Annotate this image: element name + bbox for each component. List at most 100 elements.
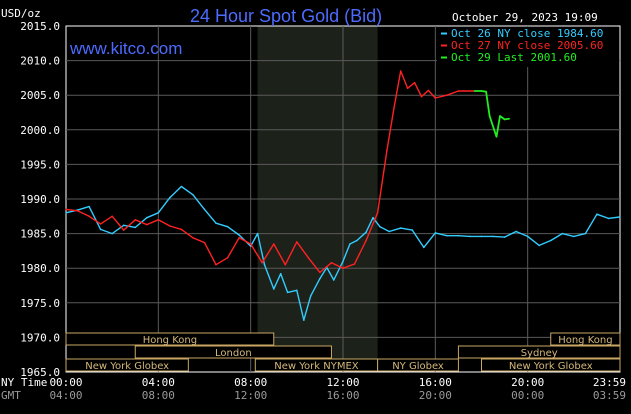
session-label: New York Globex xyxy=(85,361,169,372)
data-point xyxy=(607,217,610,220)
data-point xyxy=(279,272,282,275)
y-tick-label: 2000.0 xyxy=(20,124,60,137)
data-point xyxy=(503,118,506,121)
data-point xyxy=(65,208,67,211)
x-tick-gmt: 08:00 xyxy=(142,389,175,402)
x-tick-gmt: 03:59 xyxy=(593,389,626,402)
data-point xyxy=(238,234,240,236)
data-point xyxy=(423,246,425,249)
data-point xyxy=(596,213,598,215)
timestamp: October 29, 2023 19:09 xyxy=(452,11,598,24)
data-point xyxy=(296,289,298,292)
x-tick-ny: 04:00 xyxy=(142,376,175,389)
data-point xyxy=(65,212,67,214)
data-point xyxy=(122,224,125,227)
data-point xyxy=(503,236,506,238)
data-point xyxy=(499,115,501,117)
data-point xyxy=(192,194,194,196)
y-tick-label: 1980.0 xyxy=(20,262,60,275)
data-point xyxy=(495,135,498,138)
y-tick-label: 1970.0 xyxy=(20,331,60,344)
data-point xyxy=(134,219,137,221)
x-tick-ny: 20:00 xyxy=(511,376,544,389)
data-point xyxy=(309,295,312,297)
data-point xyxy=(319,277,321,280)
session-box xyxy=(481,358,621,372)
x-tick-gmt: 12:00 xyxy=(234,389,267,402)
data-point xyxy=(203,241,206,244)
data-point xyxy=(146,223,148,226)
x-tick-gmt: 04:00 xyxy=(49,389,82,402)
x-row-label-ny: NY Time xyxy=(1,376,47,389)
data-point xyxy=(446,94,448,96)
data-point xyxy=(157,219,160,221)
data-point xyxy=(273,288,275,290)
session-label: Hong Kong xyxy=(143,335,197,346)
data-point xyxy=(342,267,344,270)
data-point xyxy=(492,235,494,238)
data-point xyxy=(307,257,310,259)
data-point xyxy=(365,239,367,242)
y-tick-label: 2010.0 xyxy=(20,55,60,68)
data-point xyxy=(261,261,264,264)
session-label: Sydney xyxy=(521,348,558,359)
data-point xyxy=(406,87,409,90)
session-box xyxy=(377,358,459,372)
data-point xyxy=(434,232,437,234)
session-label: New York NYMEX xyxy=(274,361,359,372)
session-label: New York Globex xyxy=(509,361,593,372)
data-point xyxy=(226,257,229,259)
data-point xyxy=(180,185,183,188)
data-point xyxy=(573,235,575,238)
data-point xyxy=(284,263,287,266)
data-point xyxy=(492,125,494,128)
data-point xyxy=(372,216,374,219)
data-point xyxy=(99,228,102,231)
session-box xyxy=(457,345,621,359)
y-unit-label: USD/oz xyxy=(1,7,41,20)
data-point xyxy=(256,232,259,235)
data-point xyxy=(388,230,391,233)
data-point xyxy=(215,222,217,224)
x-axis: 00:0004:0004:0008:0008:0012:0012:0016:00… xyxy=(1,376,626,402)
data-point xyxy=(480,90,483,92)
brand-watermark: www.kitco.com xyxy=(69,39,182,58)
data-point xyxy=(286,291,289,294)
data-point xyxy=(99,223,102,225)
data-point xyxy=(446,234,448,237)
data-point xyxy=(561,232,564,235)
data-point xyxy=(88,205,90,208)
data-point xyxy=(169,196,171,199)
data-point xyxy=(550,239,552,242)
data-point xyxy=(111,232,113,235)
data-point xyxy=(485,90,487,93)
y-tick-label: 1990.0 xyxy=(20,193,60,206)
data-point xyxy=(365,231,367,233)
legend-entry: Oct 29 Last 2001.60 xyxy=(451,51,577,64)
data-point xyxy=(457,234,460,237)
data-point xyxy=(111,215,113,218)
y-tick-label: 1995.0 xyxy=(20,158,60,171)
x-tick-gmt: 16:00 xyxy=(326,389,359,402)
session-label: Hong Kong xyxy=(558,335,612,346)
data-point xyxy=(273,243,275,245)
chart-title: 24 Hour Spot Gold (Bid) xyxy=(190,6,382,26)
data-point xyxy=(226,225,229,228)
y-tick-label: 1985.0 xyxy=(20,228,60,241)
data-point xyxy=(515,230,517,233)
data-point xyxy=(376,212,379,214)
data-point xyxy=(303,319,305,321)
data-point xyxy=(434,97,437,99)
data-point xyxy=(157,212,160,214)
x-tick-ny: 16:00 xyxy=(419,376,452,389)
price-series xyxy=(65,70,621,321)
x-tick-ny: 00:00 xyxy=(49,376,82,389)
data-point xyxy=(488,115,491,117)
data-point xyxy=(469,235,471,238)
legend-entry: Oct 26 NY close 1984.60 xyxy=(451,27,603,40)
y-tick-label: 2015.0 xyxy=(20,20,60,33)
data-point xyxy=(393,108,395,110)
data-point xyxy=(427,89,430,92)
